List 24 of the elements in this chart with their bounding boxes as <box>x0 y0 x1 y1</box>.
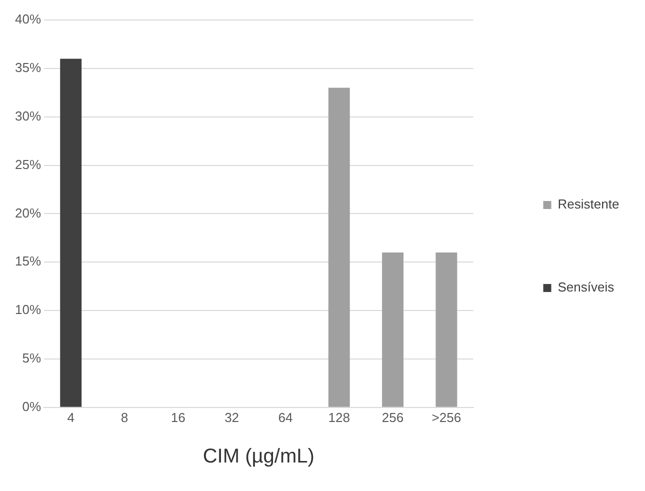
x-tick-label: 64 <box>278 410 293 425</box>
legend-label: Resistente <box>558 196 620 212</box>
y-tick-label: 5% <box>22 350 42 366</box>
bar <box>436 252 458 407</box>
x-tick-label: 128 <box>328 410 350 425</box>
y-tick-label: 35% <box>14 60 42 76</box>
y-tick-label: 0% <box>22 398 42 414</box>
legend-label: Sensíveis <box>558 280 615 295</box>
x-tick-label: 8 <box>120 410 128 425</box>
y-tick-label: 15% <box>14 254 42 269</box>
x-tick-label: 4 <box>67 410 74 425</box>
bar <box>60 58 82 407</box>
bar <box>382 252 404 407</box>
x-tick-label: 256 <box>382 410 404 425</box>
bar <box>328 88 350 407</box>
y-tick-label: 25% <box>14 156 42 172</box>
y-tick-label: 30% <box>14 108 42 124</box>
x-tick-label: 16 <box>170 410 186 425</box>
y-tick-label: 20% <box>14 205 42 220</box>
x-tick-label: 32 <box>224 410 240 425</box>
x-tick-label: >256 <box>432 410 462 425</box>
y-tick-label: 10% <box>14 302 42 318</box>
x-axis-title: CIM (µg/mL) <box>202 446 314 468</box>
y-tick-label: 40% <box>14 12 42 27</box>
